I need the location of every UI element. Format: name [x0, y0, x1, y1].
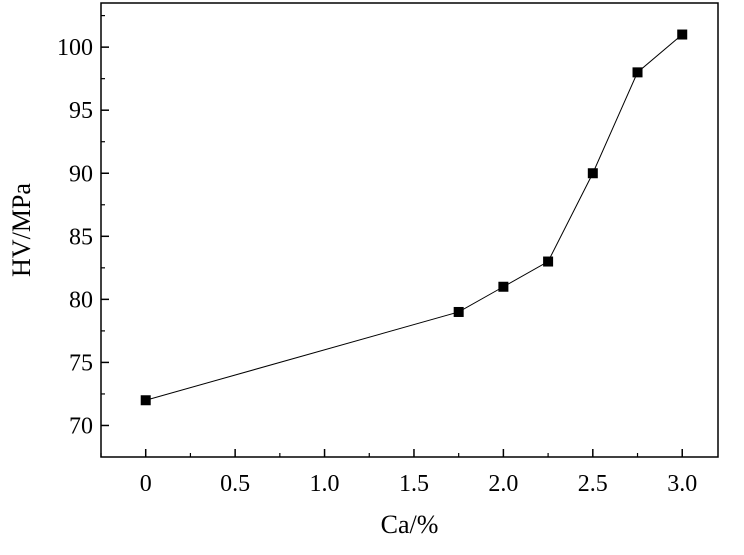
data-point — [587, 168, 598, 179]
data-point — [632, 67, 643, 78]
y-tick-label: 85 — [69, 224, 93, 250]
x-tick-label: 2.5 — [578, 471, 608, 497]
x-axis-label: Ca/% — [381, 510, 439, 539]
data-point — [543, 256, 554, 267]
y-tick-label: 70 — [69, 413, 93, 439]
data-point — [140, 395, 151, 406]
x-tick-label: 2.0 — [488, 471, 518, 497]
y-axis-label: HV/MPa — [7, 183, 36, 277]
y-axis-ticks: 70 75 80 85 90 95 100 — [57, 15, 109, 439]
data-point — [498, 281, 509, 292]
x-tick-label: 0 — [140, 471, 152, 497]
data-point — [677, 29, 688, 40]
plot-frame — [100, 2, 719, 458]
x-tick-label: 0.5 — [220, 471, 250, 497]
y-tick-label: 90 — [69, 161, 93, 187]
series-layer — [140, 29, 688, 406]
y-tick-label: 80 — [69, 287, 93, 313]
x-axis-ticks: 0 0.5 1.0 1.5 2.0 2.5 3.0 — [100, 449, 697, 497]
y-tick-label: 75 — [69, 350, 93, 376]
x-tick-label: 3.0 — [667, 471, 697, 497]
x-tick-label: 1.5 — [399, 471, 429, 497]
data-point — [453, 306, 464, 317]
series-line — [145, 34, 683, 401]
y-tick-label: 95 — [69, 98, 93, 124]
y-tick-label: 100 — [57, 35, 93, 61]
x-tick-label: 1.0 — [310, 471, 340, 497]
